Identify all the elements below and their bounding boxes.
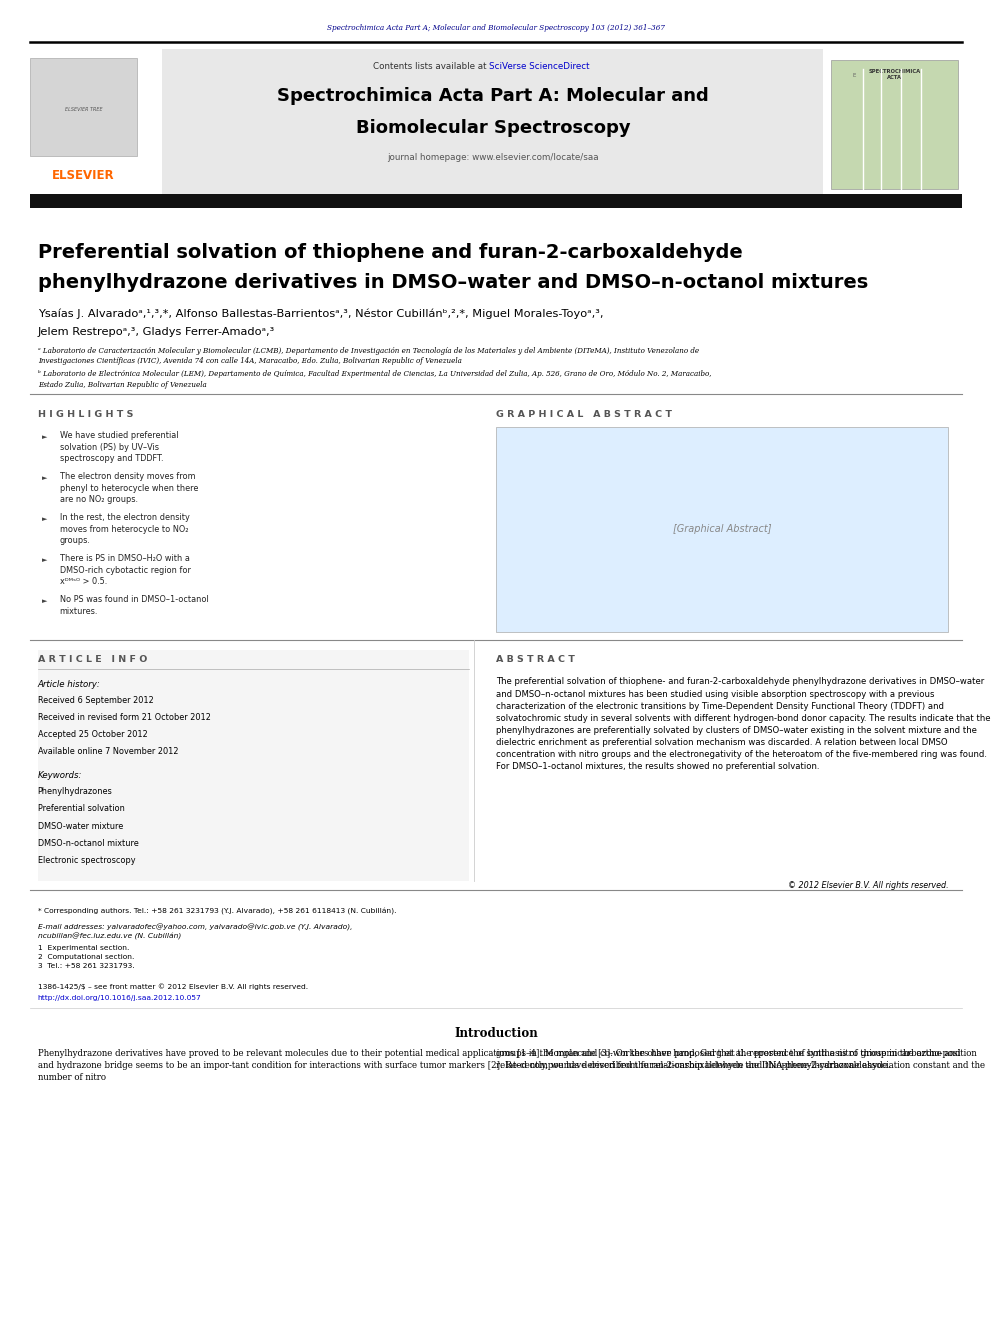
Text: In the rest, the electron density
moves from heterocycle to NO₂
groups.: In the rest, the electron density moves … [60, 513, 189, 545]
Text: ►: ► [42, 475, 47, 482]
Text: groups in the molecule [3]. On the other hand, Garg et al. reported the synthesi: groups in the molecule [3]. On the other… [496, 1049, 960, 1070]
Text: http://dx.doi.org/10.1016/j.saa.2012.10.057: http://dx.doi.org/10.1016/j.saa.2012.10.… [38, 995, 201, 1002]
Text: Keywords:: Keywords: [38, 771, 82, 781]
Text: E: E [852, 73, 855, 78]
Text: A R T I C L E   I N F O: A R T I C L E I N F O [38, 655, 147, 664]
Text: [Graphical Abstract]: [Graphical Abstract] [673, 524, 772, 534]
Text: Phenylhydrazones: Phenylhydrazones [38, 787, 112, 796]
Text: E-mail addresses: yalvaradofec@yahoo.com, yalvarado@ivic.gob.ve (Y.J. Alvarado),: E-mail addresses: yalvaradofec@yahoo.com… [38, 923, 352, 939]
Text: ELSEVIER: ELSEVIER [52, 169, 115, 183]
Text: G R A P H I C A L   A B S T R A C T: G R A P H I C A L A B S T R A C T [496, 410, 672, 419]
Text: ᵃ Laboratorio de Caracterización Molecular y Biomolecular (LCMB), Departamento d: ᵃ Laboratorio de Caracterización Molecul… [38, 347, 698, 365]
Text: journal homepage: www.elsevier.com/locate/saa: journal homepage: www.elsevier.com/locat… [387, 153, 599, 163]
Text: 2  Computational section.: 2 Computational section. [38, 954, 134, 960]
Text: SciVerse ScienceDirect: SciVerse ScienceDirect [489, 62, 589, 71]
Text: ELSEVIER TREE: ELSEVIER TREE [64, 107, 102, 112]
Text: Preferential solvation of thiophene and furan-2-carboxaldehyde: Preferential solvation of thiophene and … [38, 243, 742, 262]
Text: There is PS in DMSO–H₂O with a
DMSO-rich cybotactic region for
xᴰᴹˢᴼ > 0.5.: There is PS in DMSO–H₂O with a DMSO-rich… [60, 554, 190, 586]
Text: Spectrochimica Acta Part A; Molecular and Biomolecular Spectroscopy 103 (2012) 3: Spectrochimica Acta Part A; Molecular an… [327, 24, 665, 32]
Text: Introduction: Introduction [454, 1027, 538, 1040]
Bar [30, 194, 962, 208]
Bar [831, 60, 958, 189]
Text: The preferential solvation of thiophene- and furan-2-carboxaldehyde phenylhydraz: The preferential solvation of thiophene-… [496, 677, 990, 771]
Bar [162, 49, 823, 198]
Text: 3  Tel.: +58 261 3231793.: 3 Tel.: +58 261 3231793. [38, 963, 134, 970]
Text: Preferential solvation: Preferential solvation [38, 804, 125, 814]
Text: Received in revised form 21 October 2012: Received in revised form 21 October 2012 [38, 713, 210, 722]
Text: © 2012 Elsevier B.V. All rights reserved.: © 2012 Elsevier B.V. All rights reserved… [788, 881, 948, 890]
Text: phenylhydrazone derivatives in DMSO–water and DMSO–n-octanol mixtures: phenylhydrazone derivatives in DMSO–wate… [38, 273, 868, 291]
Text: Article history:: Article history: [38, 680, 100, 689]
Bar [496, 427, 948, 632]
Text: A B S T R A C T: A B S T R A C T [496, 655, 575, 664]
Text: Received 6 September 2012: Received 6 September 2012 [38, 696, 154, 705]
Text: ►: ► [42, 598, 47, 605]
Text: Jelem Restrepoᵃ,³, Gladys Ferrer-Amadoᵃ,³: Jelem Restrepoᵃ,³, Gladys Ferrer-Amadoᵃ,… [38, 327, 275, 337]
Text: * Corresponding authors. Tel.: +58 261 3231793 (Y.J. Alvarado), +58 261 6118413 : * Corresponding authors. Tel.: +58 261 3… [38, 908, 396, 914]
Text: Phenylhydrazone derivatives have proved to be relevant molecules due to their po: Phenylhydrazone derivatives have proved … [38, 1049, 985, 1082]
Text: Biomolecular Spectroscopy: Biomolecular Spectroscopy [356, 119, 630, 138]
Text: H I G H L I G H T S: H I G H L I G H T S [38, 410, 133, 419]
Text: Contents lists available at: Contents lists available at [373, 62, 489, 71]
Bar [38, 650, 469, 881]
Text: Electronic spectroscopy: Electronic spectroscopy [38, 856, 135, 865]
Text: DMSO-n-octanol mixture: DMSO-n-octanol mixture [38, 839, 139, 848]
Text: Ysaías J. Alvaradoᵃ,¹,³,*, Alfonso Ballestas-Barrientosᵃ,³, Néstor Cubillánᵇ,²,*: Ysaías J. Alvaradoᵃ,¹,³,*, Alfonso Balle… [38, 308, 603, 319]
Text: No PS was found in DMSO–1-octanol
mixtures.: No PS was found in DMSO–1-octanol mixtur… [60, 595, 208, 615]
Text: We have studied preferential
solvation (PS) by UV–Vis
spectroscopy and TDDFT.: We have studied preferential solvation (… [60, 431, 178, 463]
Text: 1386-1425/$ – see front matter © 2012 Elsevier B.V. All rights reserved.: 1386-1425/$ – see front matter © 2012 El… [38, 983, 308, 990]
Text: DMSO-water mixture: DMSO-water mixture [38, 822, 123, 831]
Bar [30, 58, 137, 156]
Text: The electron density moves from
phenyl to heterocycle when there
are no NO₂ grou: The electron density moves from phenyl t… [60, 472, 197, 504]
Text: 1  Experimental section.: 1 Experimental section. [38, 945, 129, 951]
Text: SPECTROCHIMICA
ACTA: SPECTROCHIMICA ACTA [869, 69, 921, 79]
Text: ►: ► [42, 516, 47, 523]
Text: ►: ► [42, 557, 47, 564]
Text: Spectrochimica Acta Part A: Molecular and: Spectrochimica Acta Part A: Molecular an… [277, 87, 709, 106]
Text: Available online 7 November 2012: Available online 7 November 2012 [38, 747, 179, 757]
Text: ►: ► [42, 434, 47, 441]
Text: Accepted 25 October 2012: Accepted 25 October 2012 [38, 730, 148, 740]
Text: ᵇ Laboratorio de Electrónica Molecular (LEM), Departamento de Química, Facultad : ᵇ Laboratorio de Electrónica Molecular (… [38, 370, 711, 389]
